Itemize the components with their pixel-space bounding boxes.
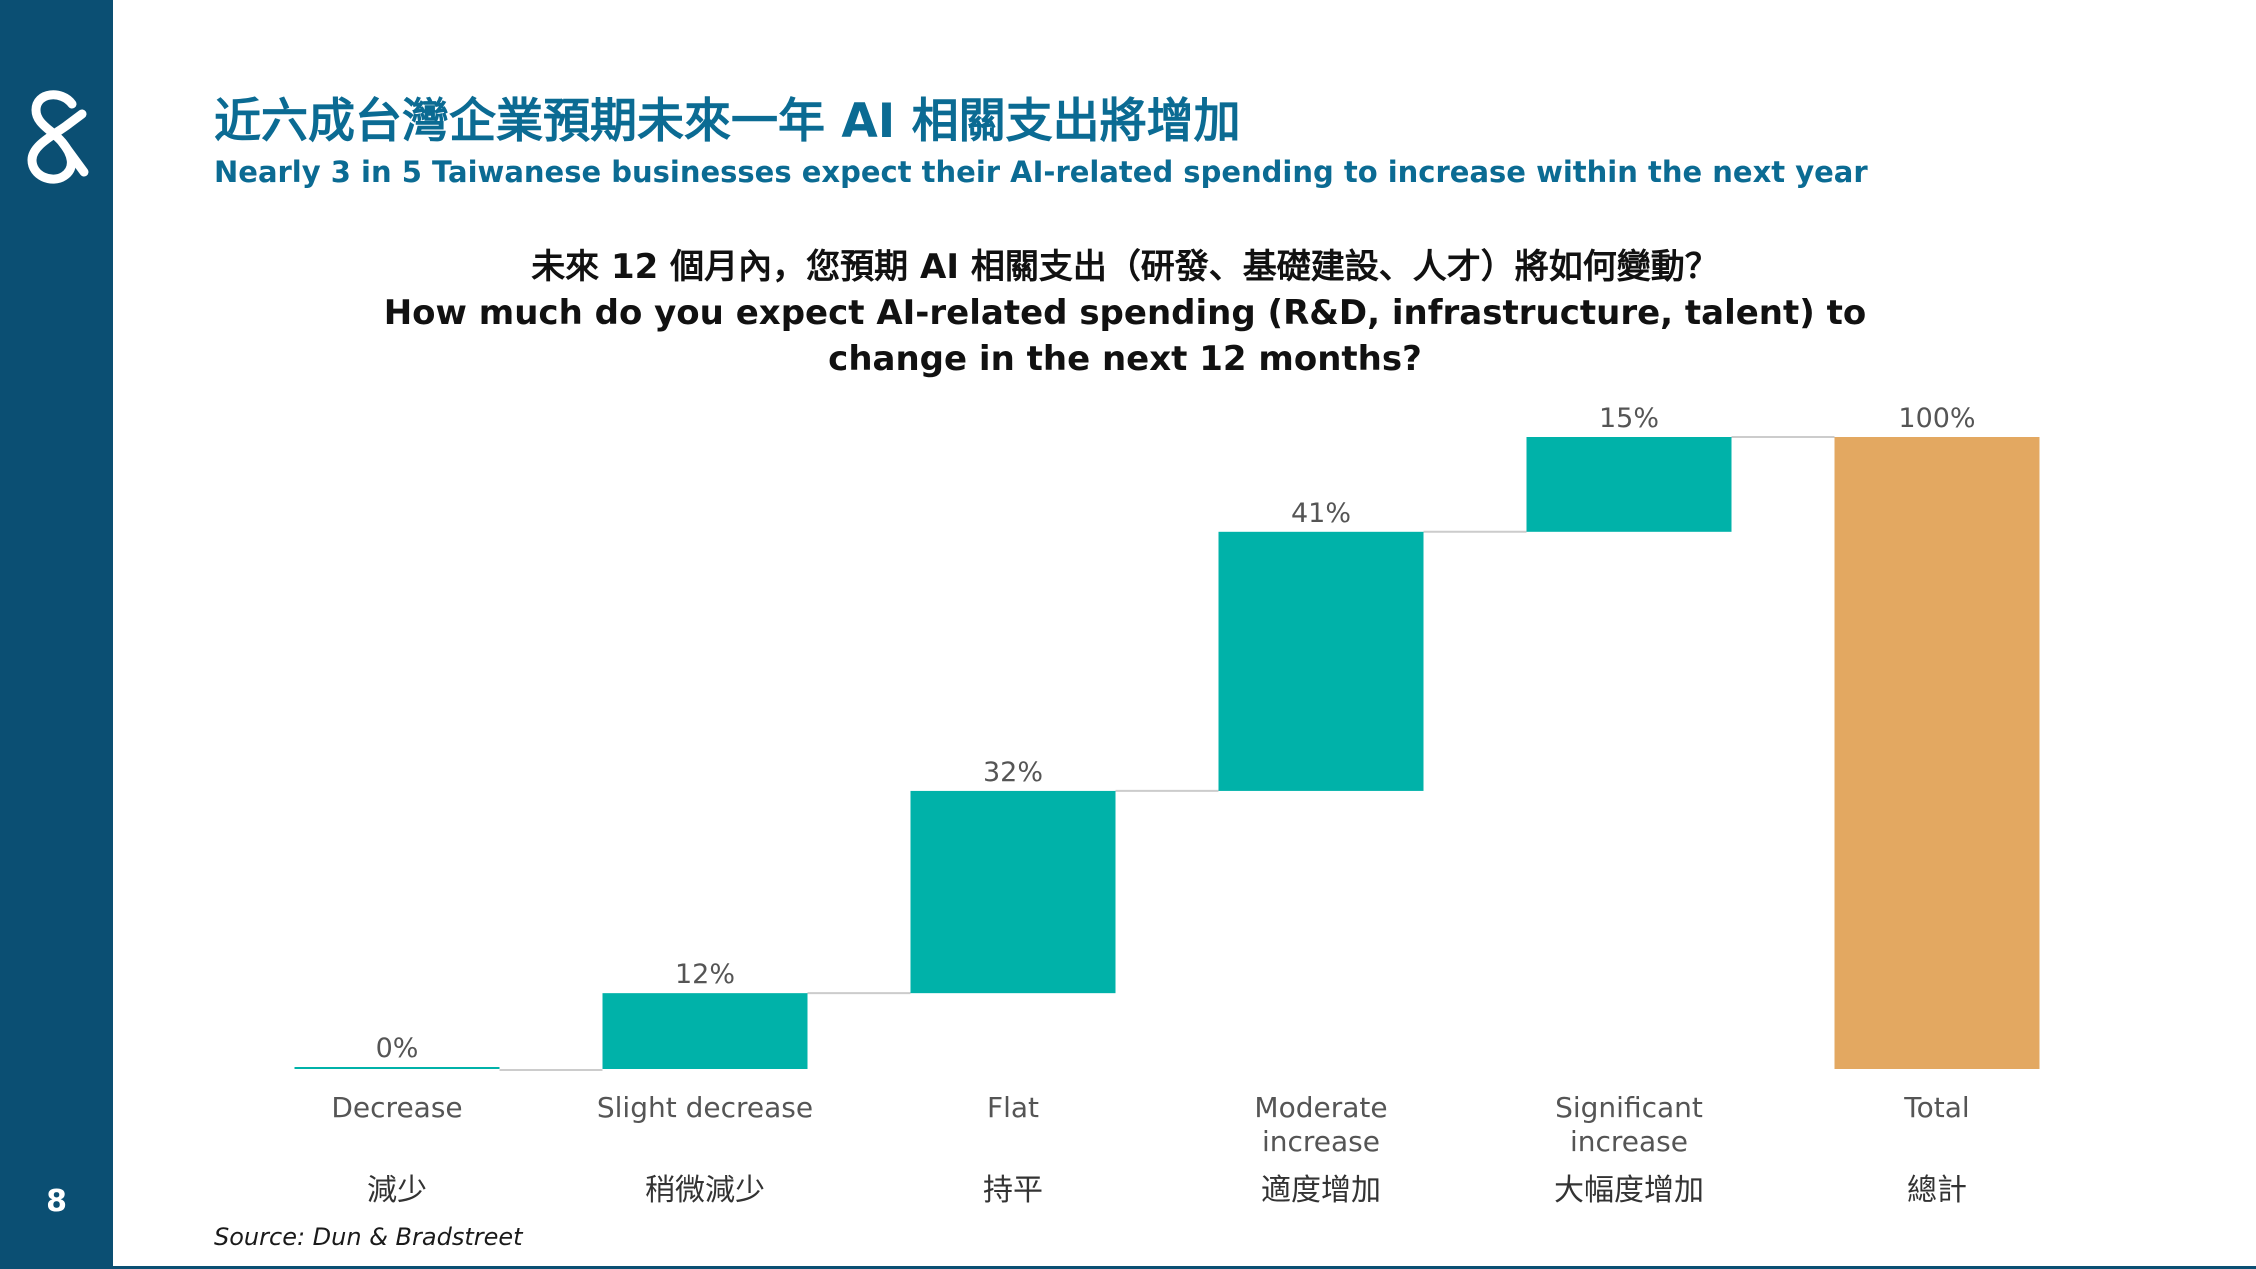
value-label: 100% (1898, 403, 1975, 434)
value-label: 0% (376, 1033, 419, 1064)
chart-title-en: How much do you expect AI-related spendi… (383, 293, 1867, 379)
category-label-en: Slight decrease (597, 1091, 813, 1124)
page-title: 近六成台灣企業預期未來一年 AI 相關支出將增加 (214, 94, 1241, 149)
value-label: 15% (1599, 403, 1659, 434)
bottom-divider (113, 1266, 2256, 1269)
bar-1 (602, 993, 808, 1069)
category-label-zh: 大幅度增加 (1554, 1173, 1704, 1208)
category-label-en: Significant (1555, 1091, 1703, 1124)
value-label: 32% (983, 757, 1043, 788)
value-label: 12% (675, 959, 735, 990)
bar-5 (1834, 437, 2040, 1069)
sidebar: 8 (0, 0, 113, 1269)
category-label-zh: 稍微減少 (645, 1173, 765, 1208)
category-label-zh: 適度增加 (1261, 1173, 1381, 1208)
category-label-en: increase (1570, 1125, 1688, 1158)
page-number: 8 (46, 1184, 67, 1219)
value-label: 41% (1291, 498, 1351, 529)
bar-3 (1218, 531, 1424, 791)
category-label-zh: 持平 (983, 1173, 1043, 1208)
category-label-en: Total (1903, 1091, 1969, 1124)
category-label-en: Flat (987, 1091, 1039, 1124)
page-subtitle: Nearly 3 in 5 Taiwanese businesses expec… (214, 155, 1868, 189)
chart-title-zh: 未來 12 個月內，您預期 AI 相關支出（研發、基礎建設、人才）將如何變動？ (531, 247, 1719, 287)
chart-question: 未來 12 個月內，您預期 AI 相關支出（研發、基礎建設、人才）將如何變動？ … (330, 244, 1920, 382)
category-label-en: Decrease (331, 1091, 462, 1124)
source-note: Source: Dun & Bradstreet (214, 1223, 523, 1251)
bar-2 (910, 790, 1116, 994)
category-label-en: Moderate (1254, 1091, 1387, 1124)
bar-4 (1526, 437, 1732, 532)
bar-0 (294, 1067, 500, 1069)
ampersand-logo-icon (27, 90, 89, 184)
category-label-zh: 減少 (367, 1173, 427, 1208)
category-label-en: increase (1262, 1125, 1380, 1158)
category-label-zh: 總計 (1907, 1173, 1967, 1208)
